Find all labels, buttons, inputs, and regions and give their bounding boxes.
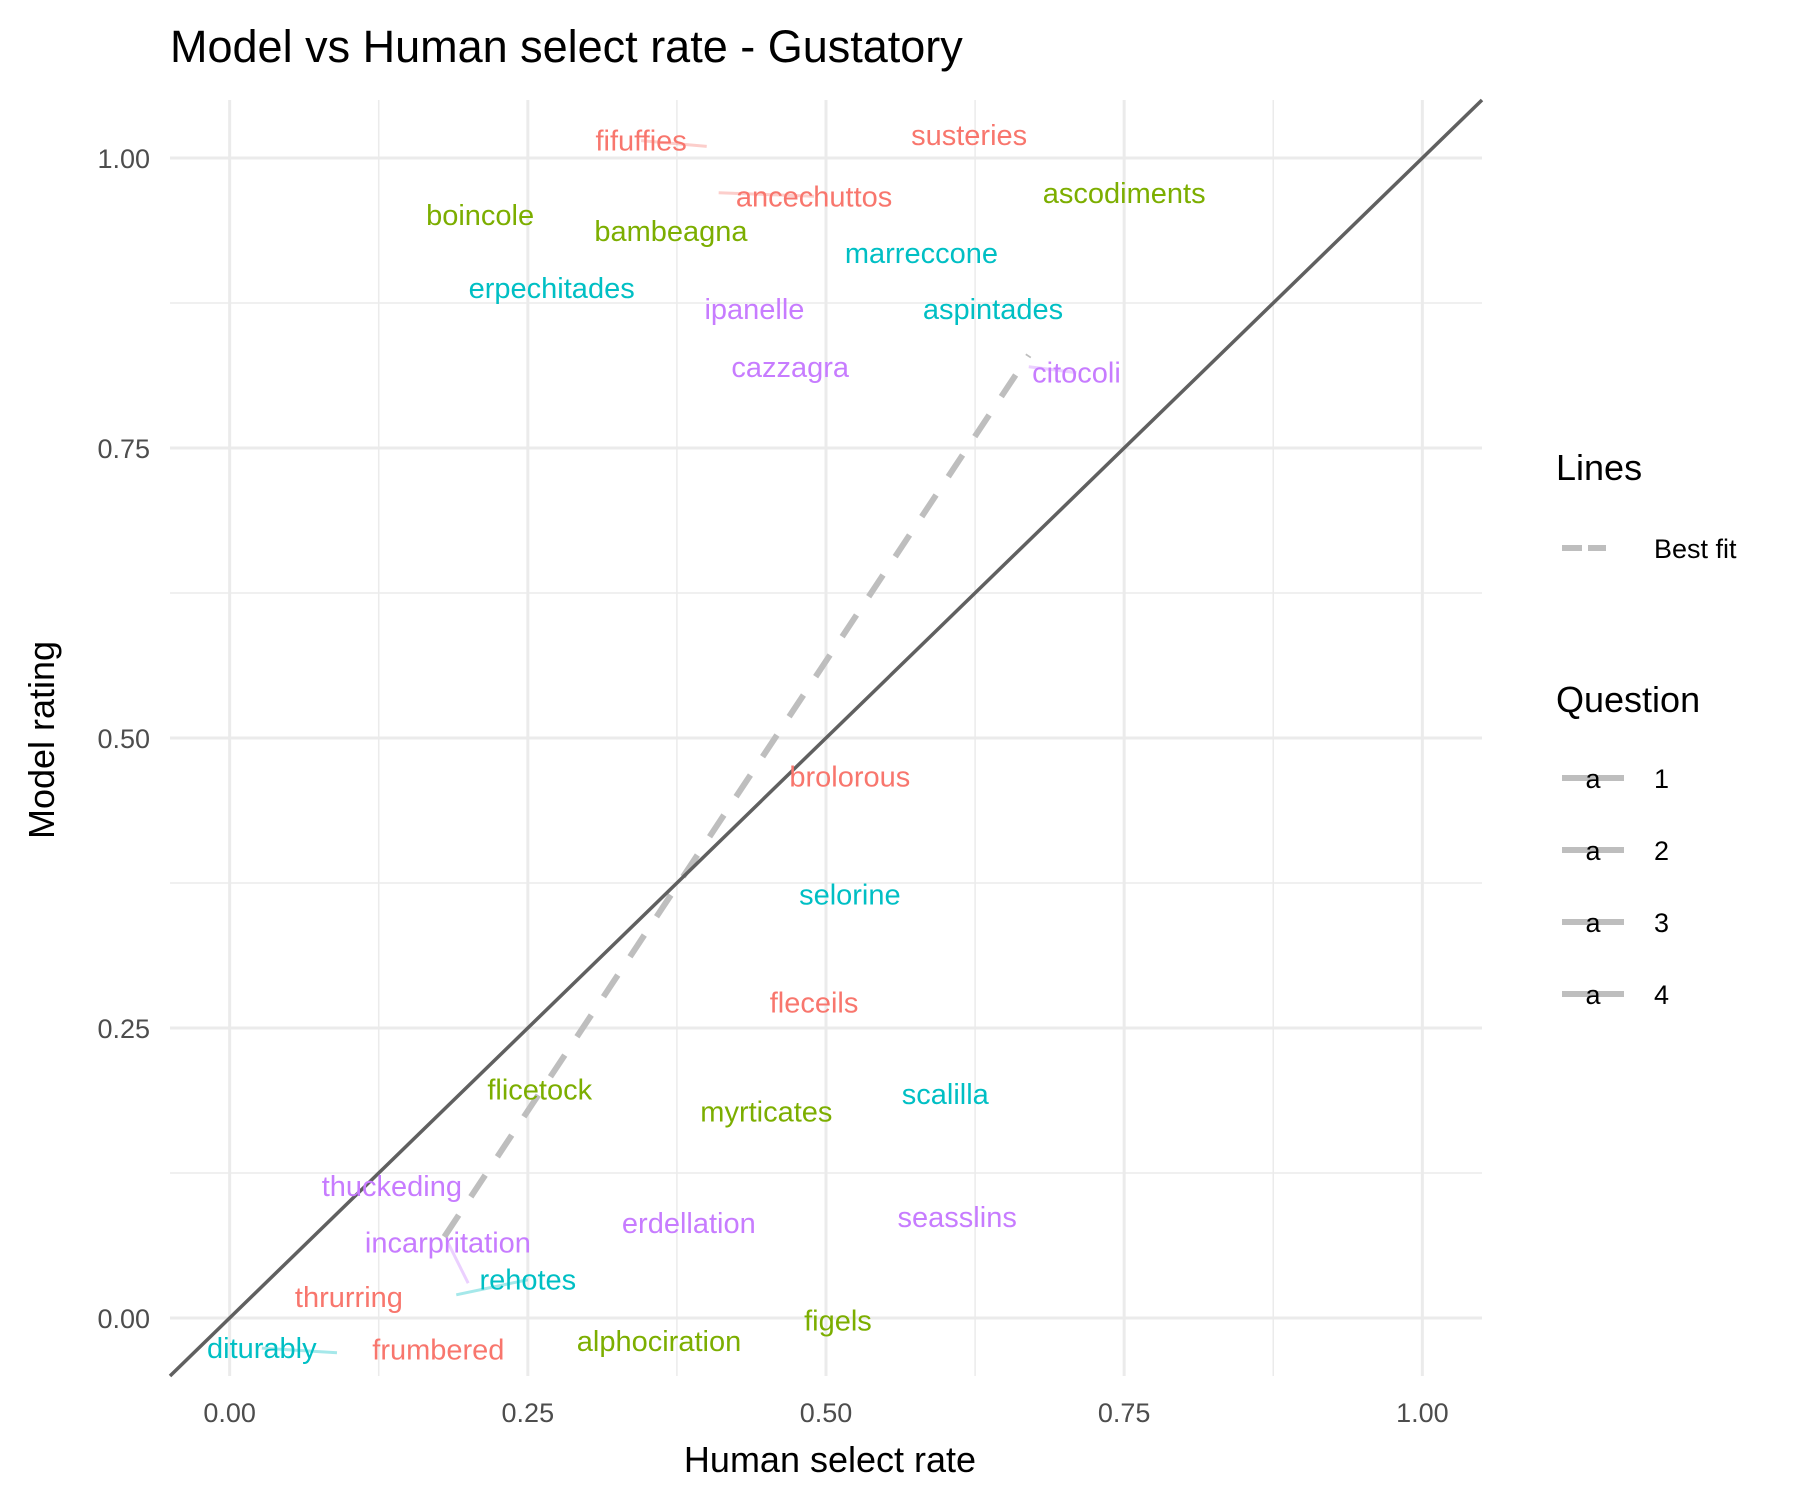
x-axis-ticks: 0.00 0.25 0.50 0.75 1.00 [203, 1398, 1448, 1428]
y-tick-label: 1.00 [97, 144, 150, 174]
point-label: cazzagra [731, 352, 850, 384]
point-label: brolorous [789, 761, 910, 793]
point-label: alphociration [577, 1326, 741, 1358]
y-tick-label: 0.75 [97, 434, 150, 464]
point-label: myrticates [700, 1097, 832, 1129]
x-tick-label: 0.25 [502, 1398, 555, 1428]
legend-question-label: 2 [1654, 836, 1669, 866]
label-connector [261, 1346, 338, 1355]
point-label: incarpritation [365, 1228, 531, 1260]
point-label: erdellation [622, 1208, 756, 1240]
legend-question-label: 1 [1654, 764, 1669, 794]
legend-question-key-glyph: a [1585, 908, 1601, 938]
point-label: aspintades [923, 294, 1063, 326]
y-tick-label: 0.25 [97, 1014, 150, 1044]
point-label: ascodiments [1043, 178, 1206, 210]
point-label: figels [804, 1305, 872, 1337]
label-connector [640, 139, 707, 148]
point-label: frumbered [372, 1334, 504, 1366]
legend-question-items: a 1 a 2 a 3 a 4 [1562, 764, 1669, 1010]
point-labels: fifuffies susteries ancechuttos ascodiments… [207, 120, 1206, 1367]
legend-lines-title: Lines [1556, 447, 1642, 488]
point-label: boincole [426, 200, 534, 232]
point-label: rehotes [479, 1265, 576, 1297]
legend-question-key-glyph: a [1585, 980, 1601, 1010]
point-label: thrurring [295, 1282, 403, 1314]
y-axis-ticks: 0.00 0.25 0.50 0.75 1.00 [97, 144, 150, 1334]
chart-title: Model vs Human select rate - Gustatory [170, 21, 963, 72]
legend-question-key-glyph: a [1585, 836, 1601, 866]
point-label: fifuffies [595, 126, 686, 158]
legend-lines-items: Best fit [1562, 534, 1737, 564]
x-tick-label: 0.75 [1098, 1398, 1151, 1428]
point-label: ancechuttos [736, 181, 892, 213]
legend: Lines Best fit Question a 1 a 2 a 3 a 4 [1556, 447, 1737, 1010]
y-tick-label: 0.50 [97, 724, 150, 754]
y-axis-title: Model rating [21, 641, 62, 839]
point-label: marreccone [845, 238, 998, 270]
x-axis-title: Human select rate [684, 1439, 976, 1480]
x-tick-label: 0.00 [203, 1398, 256, 1428]
legend-best-fit-label: Best fit [1654, 534, 1737, 564]
point-label: fleceils [770, 987, 859, 1019]
best-fit-line [441, 353, 1032, 1239]
point-label: selorine [799, 880, 901, 912]
label-connector [718, 191, 815, 198]
point-label: ipanelle [704, 294, 804, 326]
label-connectors [261, 139, 1077, 1355]
point-label: susteries [911, 120, 1027, 152]
point-label: diturably [207, 1333, 317, 1365]
y-tick-label: 0.00 [97, 1304, 150, 1334]
legend-question-key-glyph: a [1585, 764, 1601, 794]
label-connector [455, 1278, 529, 1297]
legend-question-label: 4 [1654, 980, 1669, 1010]
legend-question-title: Question [1556, 679, 1700, 720]
point-label: citocoli [1032, 358, 1121, 390]
label-connector [1028, 365, 1077, 375]
point-label: bambeagna [594, 216, 748, 248]
label-connector [446, 1241, 470, 1284]
point-label: flicetock [487, 1074, 592, 1106]
identity-line [168, 98, 1484, 1378]
x-tick-label: 0.50 [800, 1398, 853, 1428]
point-label: seasslins [898, 1202, 1017, 1234]
point-label: scalilla [902, 1079, 990, 1111]
point-label: erpechitades [469, 273, 635, 305]
legend-question-label: 3 [1654, 908, 1669, 938]
point-label: thuckeding [322, 1171, 462, 1203]
x-tick-label: 1.00 [1396, 1398, 1449, 1428]
